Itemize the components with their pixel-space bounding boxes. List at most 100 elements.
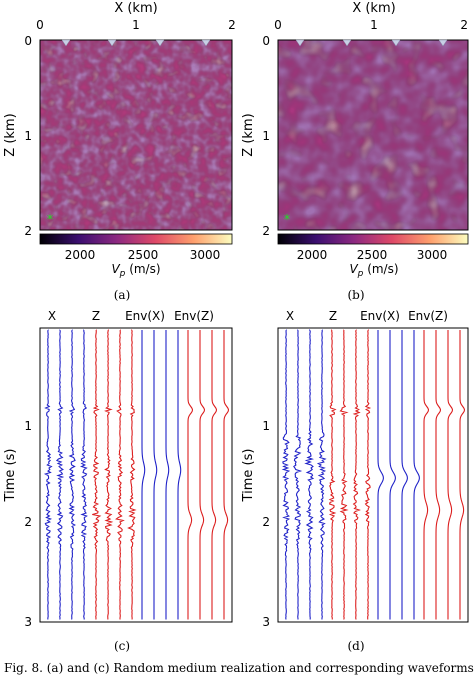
waveform-trace <box>187 330 194 620</box>
panel-a-velocity-map <box>39 39 233 231</box>
panel-d-label-env-x: Env(X) <box>360 309 400 323</box>
panel-a-receivers <box>61 39 211 47</box>
panel-a-y-tick-0: 0 <box>24 34 32 48</box>
panel-d: X Z Env(X) Env(Z) 1 2 3 Time (s) (d) <box>241 309 469 653</box>
panel-c-y-tick: 1 <box>24 419 32 433</box>
panel-d-frame <box>277 327 469 623</box>
receiver-marker <box>391 39 401 47</box>
waveform-trace <box>459 330 466 620</box>
panel-d-label-z: Z <box>329 309 337 323</box>
waveform-trace <box>55 329 65 620</box>
panel-b-receivers <box>295 39 448 47</box>
panel-b: X (km) 0 1 2 * 0 1 2 Z (km) 2000 2500 30… <box>241 1 469 302</box>
panel-c: X Z Env(X) Env(Z) 1 2 3 Time (s) (c) <box>3 309 233 653</box>
waveform-trace <box>153 330 158 620</box>
panel-d-y-tick: 3 <box>262 615 270 629</box>
panel-b-colorbar-label: Vp (m/s) <box>349 262 398 279</box>
waveform-trace <box>364 329 372 620</box>
waveform-trace <box>389 330 396 620</box>
panel-a-x-tick-0: 0 <box>36 18 44 32</box>
panel-b-x-tick-1: 1 <box>370 18 378 32</box>
waveform-trace <box>328 329 337 620</box>
panel-c-frame <box>39 327 233 623</box>
waveform-trace <box>104 329 114 620</box>
panel-a-colorbar-tick: 2000 <box>65 248 96 262</box>
panel-d-traces <box>281 329 466 620</box>
panel-c-label-x: X <box>48 309 56 323</box>
receiver-marker <box>61 39 71 47</box>
waveform-trace <box>435 330 442 620</box>
waveform-trace <box>165 330 170 620</box>
waveform-trace <box>339 329 349 620</box>
panel-b-colorbar-tick: 3000 <box>417 248 448 262</box>
panel-d-caption: (d) <box>347 639 364 653</box>
waveform-trace <box>43 329 53 620</box>
panel-c-y-title: Time (s) <box>3 449 18 503</box>
panel-a-caption: (a) <box>114 288 131 302</box>
receiver-marker <box>155 39 165 47</box>
panel-a-y-tick-2: 2 <box>24 224 32 238</box>
receiver-marker <box>107 39 117 47</box>
panel-a-x-tick-2: 2 <box>228 18 236 32</box>
panel-a: X (km) 0 1 2 * 0 1 2 Z (km) 2000 2500 30… <box>3 1 236 302</box>
panel-a-colorbar-tick: 2500 <box>128 248 159 262</box>
waveform-trace <box>401 330 408 620</box>
figure-caption: Fig. 8. (a) and (c) Random medium realiz… <box>4 661 474 675</box>
panel-b-colorbar-tick: 2000 <box>297 248 328 262</box>
waveform-trace <box>199 330 206 620</box>
panel-c-caption: (c) <box>114 639 130 653</box>
panel-a-colorbar-tick: 3000 <box>190 248 221 262</box>
receiver-marker <box>438 39 448 47</box>
waveform-trace <box>92 329 102 620</box>
panel-b-y-tick-0: 0 <box>262 34 270 48</box>
panel-d-y-tick: 2 <box>262 515 270 529</box>
waveform-trace <box>293 329 303 620</box>
panel-a-colorbar-label: Vp (m/s) <box>111 262 160 279</box>
panel-b-x-tick-2: 2 <box>460 18 468 32</box>
panel-b-y-title: Z (km) <box>241 113 256 156</box>
panel-b-colorbar-tick: 2500 <box>357 248 388 262</box>
panel-c-label-env-x: Env(X) <box>125 309 165 323</box>
waveform-trace <box>423 330 430 620</box>
waveform-trace <box>141 330 146 620</box>
panel-a-x-tick-1: 1 <box>132 18 140 32</box>
receiver-marker <box>295 39 305 47</box>
panel-c-label-z: Z <box>92 309 100 323</box>
waveform-trace <box>352 329 361 620</box>
receiver-marker <box>201 39 211 47</box>
panel-a-y-tick-1: 1 <box>24 129 32 143</box>
waveform-trace <box>68 329 76 620</box>
panel-b-caption: (b) <box>347 288 364 302</box>
panel-b-source-star-icon: * <box>284 213 291 228</box>
panel-a-colorbar <box>39 233 233 245</box>
panel-d-y-title: Time (s) <box>241 449 256 503</box>
panel-b-x-tick-0: 0 <box>274 18 282 32</box>
panel-c-y-tick: 2 <box>24 515 32 529</box>
panel-b-y-tick-2: 2 <box>262 224 270 238</box>
waveform-trace <box>377 330 384 620</box>
waveform-trace <box>281 329 291 620</box>
panel-b-y-tick-1: 1 <box>262 129 270 143</box>
panel-d-label-x: X <box>286 309 294 323</box>
panel-a-source-star-icon: * <box>47 213 54 228</box>
panel-b-colorbar <box>277 233 469 245</box>
waveform-trace <box>223 330 230 620</box>
waveform-trace <box>127 329 137 620</box>
waveform-trace <box>115 329 125 620</box>
panel-c-y-tick: 3 <box>24 615 32 629</box>
waveform-trace <box>413 330 420 620</box>
panel-b-velocity-map <box>277 39 469 231</box>
panel-c-traces <box>43 329 230 620</box>
waveform-trace <box>447 330 454 620</box>
panel-a-y-title: Z (km) <box>3 113 18 156</box>
panel-d-label-env-z: Env(Z) <box>408 309 448 323</box>
waveform-trace <box>316 329 327 620</box>
receiver-marker <box>342 39 352 47</box>
panel-b-x-title: X (km) <box>352 1 395 16</box>
panel-d-y-tick: 1 <box>262 419 270 433</box>
panel-a-x-title: X (km) <box>114 1 157 16</box>
panel-c-label-env-z: Env(Z) <box>174 309 214 323</box>
waveform-trace <box>211 330 218 620</box>
waveform-trace <box>304 329 315 620</box>
